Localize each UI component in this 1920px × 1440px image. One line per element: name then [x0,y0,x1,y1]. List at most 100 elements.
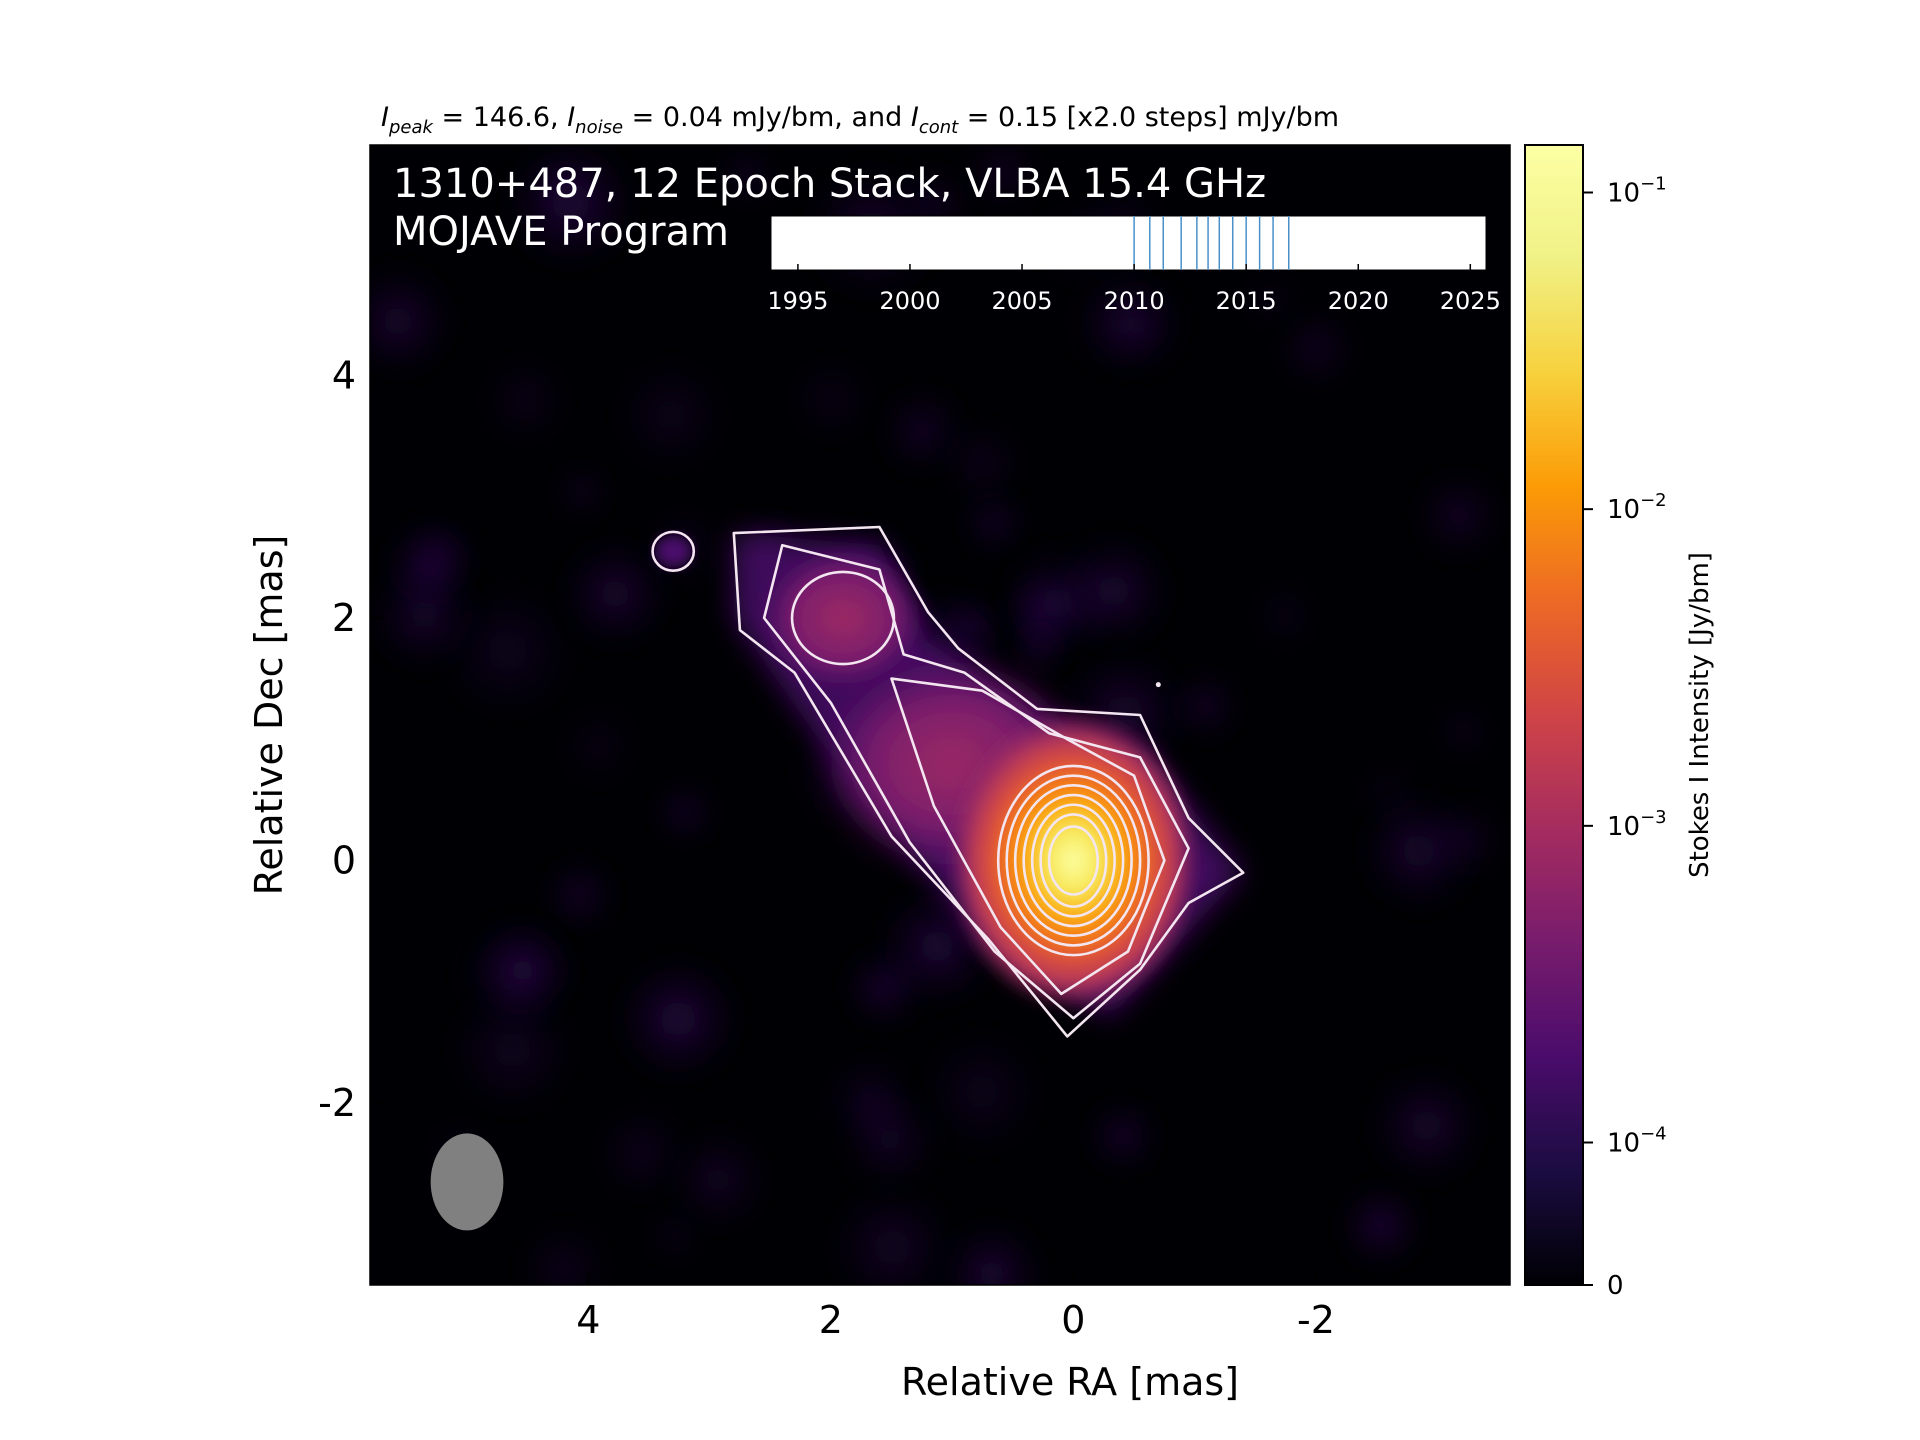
contour-level [732,525,1245,1038]
noise-patch [484,359,566,441]
noise-patch [1013,623,1062,672]
noise-patches [370,145,1502,1285]
contour-level [1013,784,1133,938]
contour-level [762,543,1190,1020]
noise-patch [564,542,667,645]
x-tick-label: 2 [819,1298,843,1342]
noise-patch [387,524,470,607]
peak-subscript: peak [388,117,435,138]
noise-patch [1431,804,1502,875]
contour-level [1005,774,1142,947]
noise-patch [561,470,604,513]
noise-patch [1261,590,1309,639]
noise-patch [1070,270,1172,372]
contour-level [1155,682,1161,688]
noise-patch [884,392,961,469]
contour-level [651,530,696,572]
program-annotation: MOJAVE Program [393,209,729,255]
colorbar-ticks: 10−1 10−2 10−3 10−4 0 [1583,174,1667,1301]
cont-subscript: cont [919,117,959,138]
noise-patch [1372,1072,1481,1180]
contour-level [790,570,896,666]
y-tick-label: -2 [318,1081,356,1125]
colorbar-scale [1524,144,1584,1286]
x-tick-label: -2 [1297,1298,1335,1342]
contour-level [1047,825,1099,896]
noise-patch [843,1092,937,1186]
cont-value: = 0.15 [x2.0 steps] mJy/bm [958,102,1339,133]
noise-patch [724,153,770,200]
y-axis-ticks: 4 2 0 -2 [318,353,382,1125]
noise-patch [942,1224,1040,1285]
peak-value: = 146.6, [433,102,567,133]
noise-patch [659,786,711,839]
y-tick-label: 2 [332,596,356,640]
noise-patch [1280,312,1352,384]
epoch-tick-label: 2005 [991,287,1052,315]
source-annotation: 1310+487, 12 Epoch Stack, VLBA 15.4 GHz [393,161,1266,207]
contour-level [1039,813,1108,908]
noise-patch [600,1111,684,1195]
noise-patch [946,427,1018,499]
y-axis-label: Relative Dec [mas] [247,535,291,896]
epoch-timeline: 1995 2000 2005 2010 2015 2020 2025 [767,215,1501,315]
peak-symbol: I [381,102,389,133]
colorbar-tick-label: 10−3 [1607,807,1667,842]
epoch-lines [1133,216,1290,270]
colorbar-tick-label: 0 [1607,1271,1624,1301]
x-axis-label: Relative RA [mas] [901,1360,1239,1404]
noise-patch [1243,273,1299,329]
contour-level [1022,793,1125,928]
noise-patch [832,1187,953,1285]
noise-value: = 0.04 mJy/bm, and [623,102,911,133]
beam-ellipse [430,1133,504,1231]
epoch-tick-label: 2025 [1440,287,1501,315]
noise-patch [617,361,725,469]
noise-patch [671,1132,766,1227]
cont-symbol: I [911,102,919,133]
plot-frame [369,144,1511,1286]
y-tick-label: 4 [332,353,356,397]
colorbar-tick-label: 10−2 [1607,490,1667,525]
colorbar: 10−1 10−2 10−3 10−4 0 Stokes I Intensity [Jy… [1524,144,1715,1301]
blob-emission [655,535,692,568]
epoch-tick-label: 2020 [1328,287,1389,315]
noise-subscript: noise [575,117,623,138]
intensity-map [370,145,1510,1285]
contour-layer [651,525,1245,1038]
chart-header: Ipeak = 146.6, Inoise = 0.04 mJy/bm, and… [381,102,1339,138]
contour-level [996,764,1150,957]
epoch-tick-label: 1995 [767,287,828,315]
noise-patch [476,923,570,1017]
colorbar-label: Stokes I Intensity [Jy/bm] [1685,552,1715,878]
core-emission [946,708,1201,1013]
noise-patch [1059,537,1168,645]
epoch-ticks: 1995 2000 2005 2010 2015 2020 2025 [767,264,1501,315]
epoch-tick-label: 2000 [879,287,940,315]
noise-patch [1174,675,1236,737]
colorbar-tick-label: 10−4 [1607,1124,1667,1159]
noise-patch [924,1034,1041,1150]
noise-symbol: I [567,102,575,133]
noise-patch [1419,475,1499,556]
x-tick-label: 4 [576,1298,600,1342]
jet-knot-emission [758,545,928,691]
colorbar-tick-label: 10−1 [1607,174,1667,209]
noise-patch [538,163,586,212]
noise-patch [549,864,611,926]
noise-patch [444,588,571,715]
epoch-tick-label: 2015 [1216,287,1277,315]
noise-patch [967,145,1037,208]
noise-patch [619,960,737,1078]
epoch-timeline-box [770,215,1487,271]
noise-patch [524,1228,605,1285]
noise-patch [966,494,1021,549]
y-tick-label: 0 [332,839,356,883]
noise-patch [370,269,450,373]
contour-level [1030,803,1116,918]
noise-patch [653,1215,695,1256]
noise-patch [563,712,633,781]
noise-patch [1092,1105,1154,1167]
noise-patch [1442,709,1486,754]
